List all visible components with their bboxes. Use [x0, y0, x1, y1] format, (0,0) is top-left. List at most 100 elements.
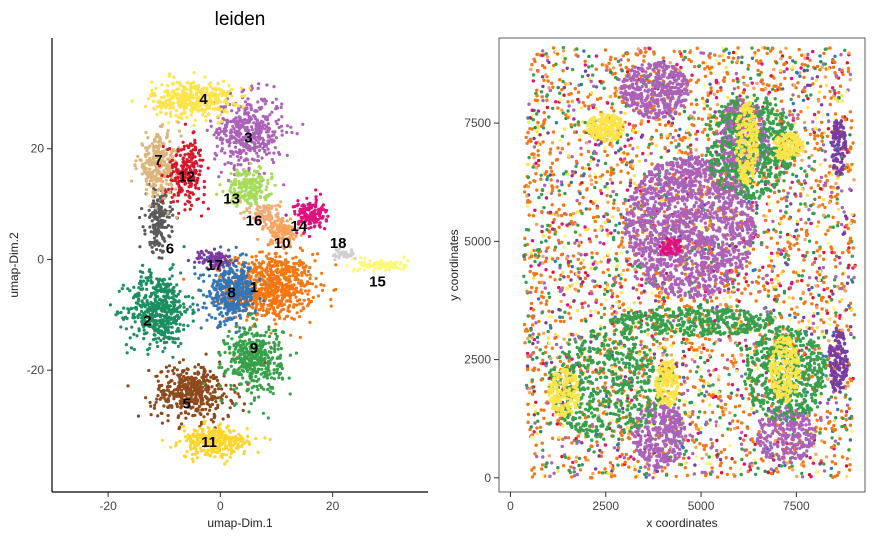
umap-point [159, 211, 163, 215]
umap-point [176, 327, 180, 332]
umap-point [280, 376, 284, 380]
umap-point [183, 435, 188, 439]
umap-point [138, 313, 142, 317]
umap-point [292, 261, 296, 266]
umap-point [283, 292, 287, 296]
umap-point [250, 379, 254, 383]
umap-point [302, 284, 306, 288]
umap-point [267, 328, 271, 332]
umap-point [310, 282, 314, 286]
umap-point [241, 309, 245, 313]
umap-point [334, 263, 338, 267]
umap-point [149, 413, 153, 417]
umap-point [126, 307, 130, 311]
umap-point [234, 264, 238, 269]
umap-point [267, 350, 271, 354]
umap-point [171, 82, 175, 86]
umap-point [308, 266, 312, 270]
umap-point [158, 100, 162, 104]
umap-point [205, 86, 209, 90]
umap-point [223, 105, 227, 109]
umap-point [217, 175, 221, 179]
umap-point [185, 371, 189, 375]
umap-point [313, 208, 317, 212]
umap-point [251, 316, 255, 321]
umap-point [122, 317, 126, 321]
umap-point [193, 138, 197, 142]
umap-point [262, 171, 266, 175]
umap-point [154, 179, 159, 184]
umap-point [291, 256, 295, 260]
umap-point [154, 309, 158, 313]
umap-point [145, 192, 149, 196]
umap-point [263, 150, 267, 154]
umap-point [158, 195, 162, 199]
umap-point [189, 100, 193, 104]
umap-point [263, 357, 267, 361]
umap-point [255, 280, 259, 284]
umap-point [257, 164, 261, 168]
umap-point [238, 326, 242, 330]
umap-point [267, 341, 271, 345]
umap-point [213, 414, 217, 418]
umap-point [230, 306, 234, 310]
umap-point [245, 283, 249, 287]
umap-point [310, 210, 314, 215]
umap-point [266, 416, 270, 420]
umap-point [261, 123, 265, 128]
umap-point [238, 335, 242, 339]
umap-point [221, 79, 226, 83]
umap-point [297, 281, 301, 285]
umap-point [243, 112, 247, 116]
umap-point [154, 206, 158, 210]
umap-point [242, 352, 246, 356]
umap-point [257, 123, 261, 127]
umap-point [144, 130, 148, 135]
umap-point [301, 203, 305, 207]
umap-point [264, 198, 268, 202]
umap-point [228, 258, 232, 262]
umap-point [228, 345, 232, 349]
umap-point [305, 273, 309, 277]
umap-point [134, 159, 138, 163]
umap-point [402, 255, 406, 259]
umap-point [259, 302, 263, 306]
umap-point [286, 292, 290, 296]
umap-point [246, 269, 251, 273]
umap-point [231, 270, 235, 274]
umap-point [195, 197, 199, 202]
umap-point [186, 436, 190, 441]
umap-point [254, 258, 258, 262]
umap-point [169, 94, 174, 99]
umap-point [149, 177, 153, 181]
umap-point [152, 202, 156, 206]
umap-point [170, 155, 175, 159]
umap-point [307, 289, 311, 293]
umap-point [157, 256, 161, 260]
umap-point [236, 350, 240, 354]
umap-point [265, 312, 269, 316]
umap-point [315, 252, 320, 256]
umap-point [181, 92, 185, 96]
umap-point [232, 180, 236, 184]
umap-point [155, 247, 159, 252]
umap-point [238, 141, 242, 145]
umap-point [181, 375, 185, 379]
umap-point [235, 371, 239, 376]
umap-point [317, 209, 321, 213]
umap-point [198, 392, 202, 396]
umap-point [130, 99, 134, 103]
umap-point [152, 169, 156, 173]
umap-point [249, 162, 253, 166]
umap-point [217, 108, 221, 112]
umap-point [201, 376, 205, 380]
umap-point [252, 298, 256, 302]
umap-point [253, 142, 257, 146]
umap-point [166, 174, 170, 179]
umap-point [270, 172, 274, 176]
umap-point [226, 90, 230, 94]
umap-point [276, 276, 280, 280]
umap-point [288, 392, 292, 396]
umap-point [177, 305, 182, 309]
